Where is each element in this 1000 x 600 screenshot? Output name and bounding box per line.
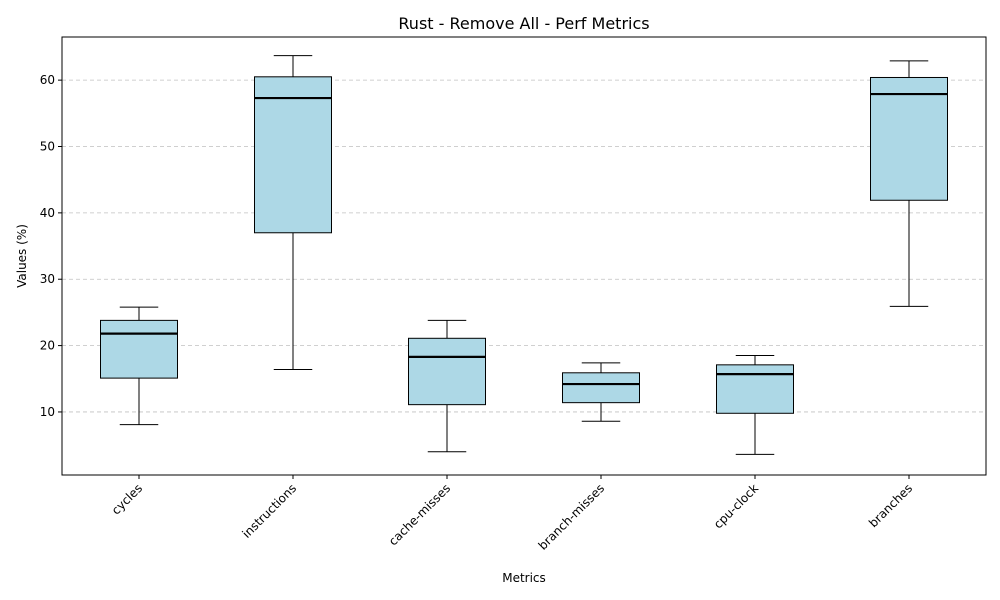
- x-tick-label: cache-misses: [386, 481, 453, 548]
- y-tick-label: 50: [40, 140, 55, 154]
- box-instructions: [254, 55, 332, 370]
- iqr-box: [254, 76, 332, 234]
- x-axis-label: Metrics: [502, 571, 546, 585]
- y-tick-label: 60: [40, 73, 55, 87]
- x-tick-label: cpu-clock: [711, 481, 761, 531]
- box-branches: [870, 60, 948, 307]
- y-tick-label: 10: [40, 405, 55, 419]
- x-tick-label: instructions: [240, 481, 300, 541]
- y-axis-label: Values (%): [15, 224, 29, 288]
- y-tick-label: 40: [40, 206, 55, 220]
- x-axis-ticks: cycles instructions cache-misses branch-mis…: [109, 475, 915, 553]
- box-branch-misses: [562, 362, 640, 422]
- iqr-box: [562, 372, 640, 404]
- box-cache-misses: [408, 319, 486, 453]
- box-series: [100, 55, 948, 455]
- y-tick-label: 20: [40, 339, 55, 353]
- y-tick-label: 30: [40, 272, 55, 286]
- grid-lines: [62, 79, 986, 413]
- iqr-box: [716, 364, 794, 414]
- x-tick-label: branches: [866, 481, 915, 530]
- box-cycles: [100, 306, 178, 426]
- x-tick-label: branch-misses: [536, 481, 608, 553]
- iqr-box: [408, 337, 486, 406]
- box-cpu-clock: [716, 355, 794, 455]
- chart-title: Rust - Remove All - Perf Metrics: [398, 14, 649, 33]
- iqr-box: [100, 319, 178, 379]
- iqr-box: [870, 76, 948, 201]
- y-axis-ticks: 10 20 30 40 50 60: [40, 73, 62, 419]
- plot-frame: [61, 36, 987, 476]
- x-tick-label: cycles: [109, 481, 145, 517]
